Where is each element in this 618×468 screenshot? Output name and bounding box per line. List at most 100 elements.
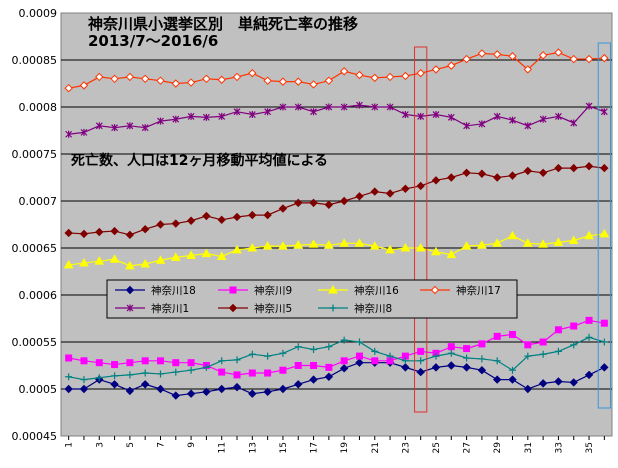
data-point — [339, 196, 349, 206]
highlight-boxes — [414, 42, 611, 413]
legend-marker — [328, 284, 338, 294]
legend-marker — [229, 286, 237, 294]
x-tick-label: 3 — [95, 442, 105, 448]
data-point — [172, 115, 180, 123]
data-point — [600, 108, 608, 116]
data-point — [462, 168, 471, 178]
data-point — [431, 246, 441, 256]
data-point — [339, 238, 350, 247]
data-point — [431, 363, 441, 372]
series-7 — [65, 333, 608, 384]
data-point — [324, 372, 334, 381]
series-6 — [64, 162, 609, 240]
y-tick-label: 0.00075 — [12, 148, 58, 161]
plot-area — [60, 12, 613, 437]
x-tick-label: 25 — [432, 442, 442, 453]
data-point — [401, 357, 409, 365]
data-point — [600, 363, 609, 372]
data-point — [553, 237, 564, 246]
legend-entry: 神奈川18 — [115, 284, 196, 297]
data-point — [308, 239, 319, 248]
data-point — [416, 181, 425, 191]
data-point — [263, 210, 272, 220]
data-point — [65, 373, 73, 381]
data-point — [416, 367, 425, 377]
x-tick-label: 7 — [156, 442, 166, 448]
data-point — [202, 74, 211, 84]
data-point — [493, 50, 502, 59]
data-point — [187, 359, 195, 367]
data-point — [218, 357, 226, 365]
data-point — [294, 103, 302, 111]
data-point — [325, 363, 333, 371]
data-point — [140, 224, 150, 234]
data-point — [478, 120, 486, 128]
y-tick-label: 0.00045 — [12, 430, 58, 443]
y-tick-labels: 0.00045 0.0005 0.00055 0.0006 0.00065 0.0007 0… — [12, 7, 58, 443]
data-point — [95, 227, 104, 237]
data-point — [232, 244, 242, 254]
legend-entry: 神奈川8 — [318, 302, 392, 315]
data-point — [524, 122, 532, 130]
data-point — [447, 343, 455, 351]
data-point — [218, 112, 226, 120]
data-point — [125, 260, 135, 270]
legend: 神奈川18 神奈川9 神奈川16 神奈川17 神奈川1 神奈川5 神奈川8 — [106, 279, 518, 319]
data-point — [600, 338, 608, 346]
data-point — [508, 375, 517, 384]
data-point — [248, 350, 256, 358]
data-point — [477, 49, 487, 58]
data-point — [156, 220, 165, 229]
legend-label: 神奈川17 — [456, 284, 501, 297]
data-point — [217, 215, 226, 225]
data-point — [171, 79, 180, 88]
x-tick-label: 17 — [310, 442, 320, 453]
data-point — [431, 65, 441, 74]
data-point — [247, 242, 258, 252]
x-tick-label: 31 — [524, 442, 534, 453]
data-point — [278, 241, 288, 250]
data-point — [554, 326, 562, 334]
data-point — [141, 369, 149, 377]
data-point — [186, 78, 196, 87]
legend-label: 神奈川1 — [151, 302, 189, 315]
grid-lines — [61, 59, 612, 390]
data-point — [111, 372, 119, 380]
data-point — [248, 68, 257, 78]
data-point — [279, 103, 287, 111]
data-point — [600, 319, 608, 327]
data-point — [462, 54, 471, 64]
data-point — [324, 76, 334, 85]
x-tick-label: 9 — [187, 442, 197, 448]
data-point — [477, 169, 487, 178]
data-point — [309, 198, 318, 208]
x-tick-label: 1 — [65, 442, 75, 448]
legend-label: 神奈川5 — [254, 302, 292, 315]
x-tick-label: 27 — [463, 442, 473, 453]
data-point — [523, 166, 533, 176]
data-point — [354, 238, 365, 247]
data-point — [217, 75, 226, 84]
data-point — [584, 370, 594, 380]
data-point — [370, 187, 379, 196]
x-tick-label: 11 — [218, 442, 228, 453]
data-point — [95, 374, 103, 382]
y-tick-label: 0.0007 — [19, 195, 58, 208]
data-point — [447, 113, 455, 121]
data-point — [156, 384, 165, 394]
data-point — [385, 72, 395, 82]
data-point — [386, 352, 394, 360]
y-tick-label: 0.0008 — [19, 101, 58, 114]
data-point — [125, 386, 135, 396]
data-point — [416, 68, 425, 78]
data-point — [447, 61, 456, 70]
legend-marker — [126, 304, 134, 312]
data-point — [478, 340, 486, 348]
data-point — [509, 330, 517, 338]
legend-entry: 神奈川17 — [420, 284, 501, 297]
data-point — [508, 52, 517, 61]
data-point — [263, 76, 272, 85]
x-tick-label: 33 — [554, 442, 564, 453]
